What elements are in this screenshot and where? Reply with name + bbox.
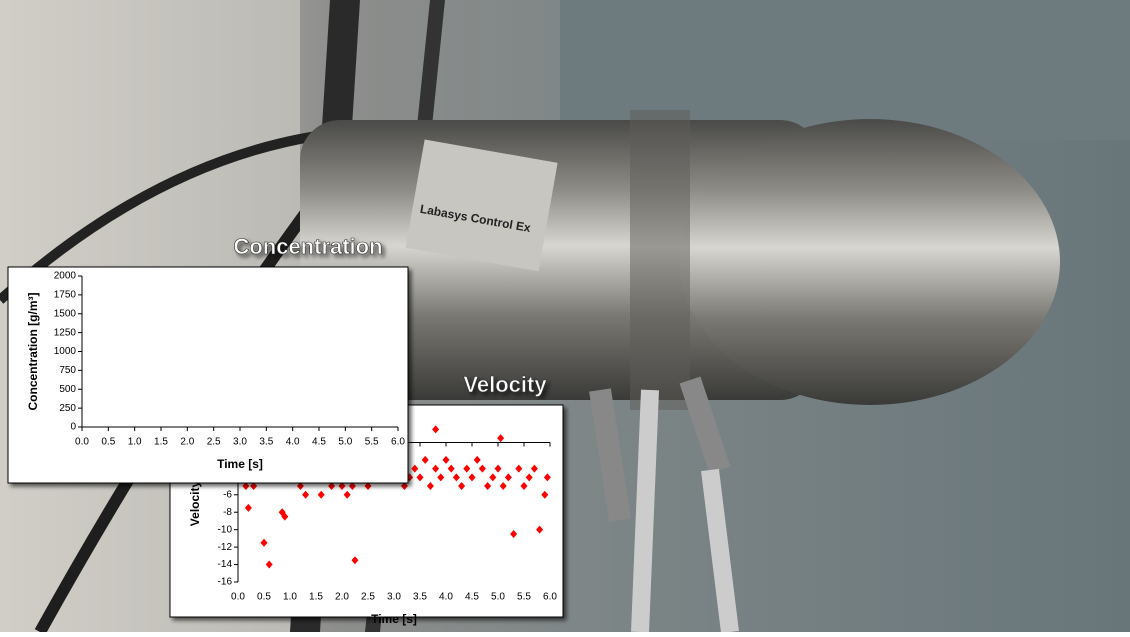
x-tick-label: 0.0 — [75, 437, 89, 448]
data-point — [328, 482, 336, 491]
x-tick-label: 4.5 — [312, 437, 326, 448]
data-point — [351, 556, 359, 565]
data-point — [296, 482, 304, 491]
chart-title: Velocity — [463, 372, 547, 397]
data-point — [515, 464, 523, 473]
y-tick-label: -16 — [218, 577, 233, 588]
data-point — [250, 482, 258, 491]
x-tick-label: 2.5 — [207, 437, 221, 448]
data-point — [536, 525, 544, 534]
data-point — [473, 455, 481, 464]
data-point — [260, 538, 268, 547]
y-tick-label: 1500 — [54, 308, 77, 319]
x-tick-label: 3.5 — [413, 592, 427, 603]
x-tick-label: 3.5 — [259, 437, 273, 448]
y-tick-label: -10 — [218, 524, 233, 535]
chart-title: Concentration — [233, 234, 382, 259]
data-point — [510, 530, 518, 539]
charts: Velocity-16-14-12-10-8-6-4-2020.00.51.01… — [7, 234, 564, 626]
data-point — [497, 434, 505, 443]
data-point — [244, 503, 252, 512]
y-tick-label: 250 — [59, 403, 76, 414]
chart: Concentration 0 250 500 750 1000 1250 1500 1750 2… — [7, 234, 409, 484]
data-point — [348, 482, 356, 491]
data-point — [343, 490, 351, 499]
data-point — [437, 473, 445, 482]
data-point — [452, 473, 460, 482]
data-point — [520, 482, 528, 491]
x-tick-label: 1.0 — [283, 592, 297, 603]
x-tick-label: 0.5 — [257, 592, 271, 603]
data-point — [338, 482, 346, 491]
x-axis-label: Time [s] — [217, 457, 263, 471]
x-tick-label: 4.5 — [465, 592, 479, 603]
data-point — [416, 473, 424, 482]
x-tick-label: 2.0 — [335, 592, 349, 603]
data-point — [364, 482, 372, 491]
y-axis-label: Velocity — [188, 480, 202, 526]
y-tick-label: 1000 — [54, 346, 77, 357]
y-tick-label: 500 — [59, 384, 76, 395]
data-point — [442, 455, 450, 464]
x-tick-label: 5.0 — [338, 437, 352, 448]
x-tick-label: 2.0 — [180, 437, 194, 448]
data-point — [530, 464, 538, 473]
x-tick-label: 1.0 — [128, 437, 142, 448]
data-point — [317, 490, 325, 499]
data-point — [302, 490, 310, 499]
x-tick-label: 6.0 — [391, 437, 405, 448]
y-tick-label: -6 — [223, 489, 232, 500]
y-tick-label: 0 — [70, 422, 76, 433]
data-point — [478, 464, 486, 473]
x-tick-label: 1.5 — [309, 592, 323, 603]
x-tick-label: 5.5 — [517, 592, 531, 603]
y-tick-label: -12 — [218, 542, 233, 553]
data-point — [525, 473, 533, 482]
data-point — [400, 482, 408, 491]
y-tick-label: 1750 — [54, 290, 77, 301]
data-point — [432, 464, 440, 473]
data-point — [504, 473, 512, 482]
data-point — [489, 473, 497, 482]
data-point — [421, 455, 429, 464]
data-point — [265, 560, 273, 569]
data-point — [541, 490, 549, 499]
y-axis-label: Concentration [g/m³] — [26, 293, 40, 411]
chart-panel — [7, 266, 409, 484]
data-point — [411, 464, 419, 473]
x-tick-label: 6.0 — [543, 592, 557, 603]
data-point — [494, 464, 502, 473]
y-tick-label: -14 — [218, 559, 233, 570]
x-tick-label: 5.5 — [365, 437, 379, 448]
y-tick-label: 750 — [59, 365, 76, 376]
y-tick-label: -8 — [223, 507, 232, 518]
data-point — [543, 473, 551, 482]
data-point — [468, 473, 476, 482]
x-axis-label: Time [s] — [371, 612, 417, 626]
y-tick-label: 1250 — [54, 327, 77, 338]
data-point — [432, 425, 440, 434]
x-tick-label: 4.0 — [286, 437, 300, 448]
data-point — [499, 482, 507, 491]
x-tick-label: 3.0 — [233, 437, 247, 448]
data-point — [484, 482, 492, 491]
x-tick-label: 3.0 — [387, 592, 401, 603]
x-tick-label: 0.5 — [101, 437, 115, 448]
data-point — [447, 464, 455, 473]
data-point — [242, 482, 250, 491]
x-tick-label: 1.5 — [154, 437, 168, 448]
x-tick-label: 0.0 — [231, 592, 245, 603]
y-tick-label: 2000 — [54, 271, 77, 282]
x-tick-label: 2.5 — [361, 592, 375, 603]
x-tick-label: 5.0 — [491, 592, 505, 603]
x-tick-label: 4.0 — [439, 592, 453, 603]
data-point — [426, 482, 434, 491]
data-point — [281, 512, 289, 521]
data-point — [463, 464, 471, 473]
data-point — [458, 482, 466, 491]
